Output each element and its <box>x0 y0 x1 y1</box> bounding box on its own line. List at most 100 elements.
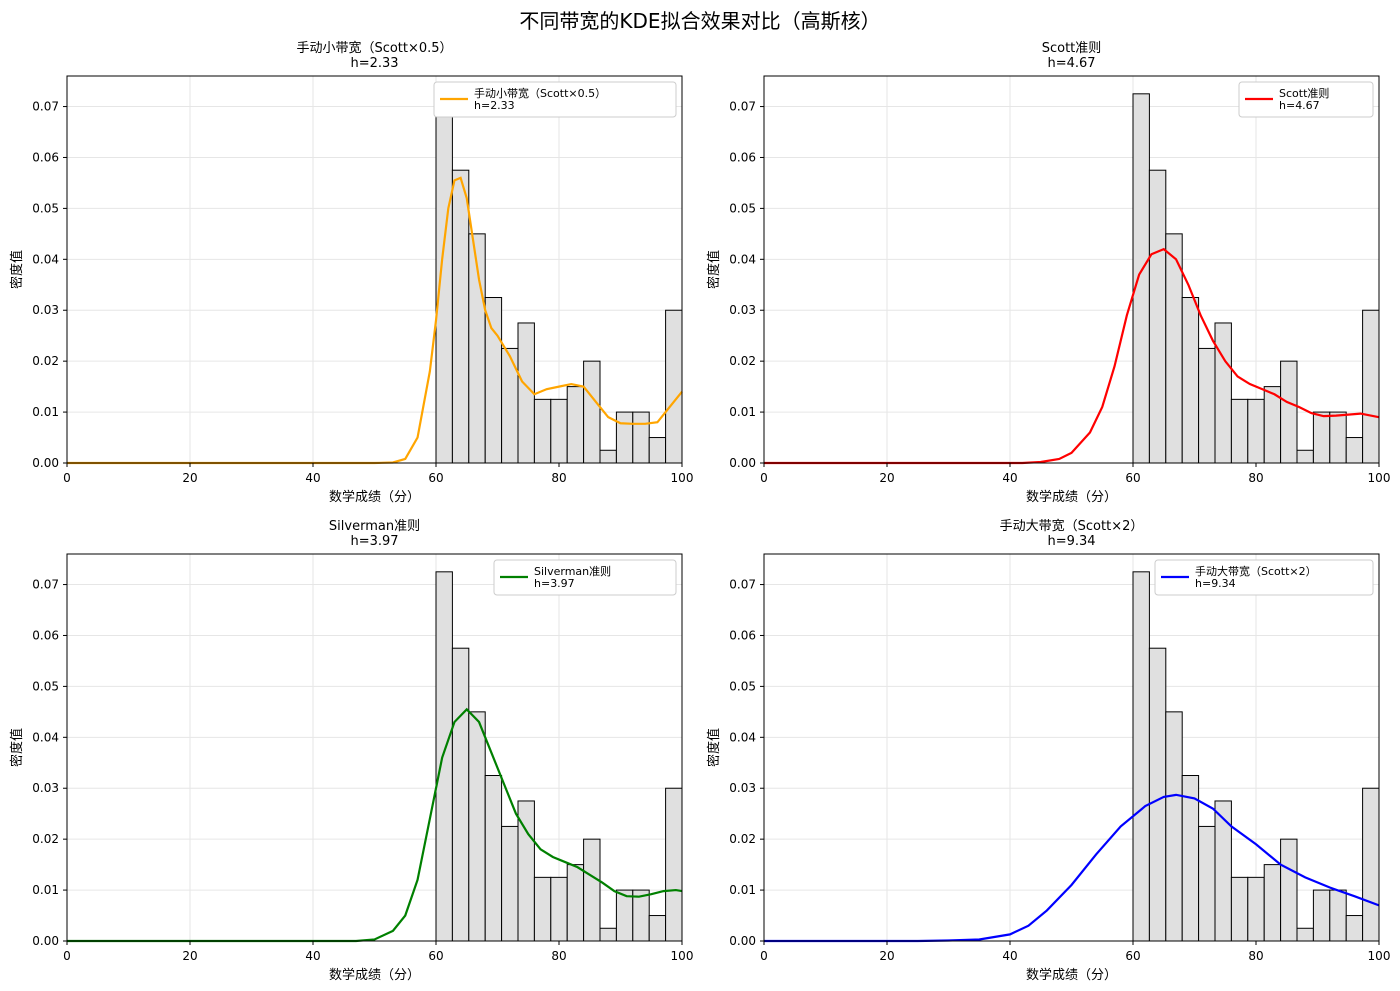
kde-curve <box>67 707 683 943</box>
y-tick-label: 0.00 <box>32 934 59 948</box>
x-tick-label: 0 <box>63 471 71 485</box>
histogram-bar <box>1230 398 1249 464</box>
axes-frame <box>763 75 1380 464</box>
subplot-subtitle: h=3.97 <box>350 534 398 549</box>
x-tick-label: 20 <box>182 949 197 963</box>
x-tick-label: 100 <box>1368 471 1391 485</box>
legend-box <box>1238 81 1374 118</box>
y-tick-label: 0.03 <box>32 303 59 317</box>
histogram-bar <box>1296 449 1314 464</box>
y-tick-label: 0.02 <box>32 354 59 368</box>
histogram-bar <box>435 571 453 942</box>
histogram-bar <box>533 876 552 942</box>
x-tick-label: 20 <box>879 949 894 963</box>
x-tick-label: 0 <box>63 949 71 963</box>
subplot-subtitle: h=4.67 <box>1047 56 1095 71</box>
histogram-bar <box>583 360 601 464</box>
histogram-bar <box>484 297 503 464</box>
legend-sublabel: h=3.97 <box>534 577 575 590</box>
histogram-bar <box>632 889 650 942</box>
x-tick-label: 40 <box>1002 949 1017 963</box>
legend-label: Silverman准则 <box>534 565 611 578</box>
histogram-bar <box>1148 647 1167 942</box>
y-tick-label: 0.02 <box>729 832 756 846</box>
histogram-bar <box>1247 398 1265 464</box>
histogram-bar <box>1329 411 1347 464</box>
y-tick-label: 0.04 <box>729 730 756 744</box>
histogram-bar <box>533 398 552 464</box>
subplot-3: 0 20 40 60 80 100 0.00 0.01 0.02 0.03 0.04 0.05 0.06… <box>9 519 693 983</box>
histogram-bar <box>1329 889 1347 942</box>
histogram-bar <box>615 411 634 464</box>
histogram-bar <box>550 398 568 464</box>
y-tick-label: 0.01 <box>32 405 59 419</box>
y-tick-label: 0.02 <box>32 832 59 846</box>
y-tick-label: 0.01 <box>729 405 756 419</box>
histogram-bar <box>1165 711 1183 942</box>
y-tick-label: 0.03 <box>729 303 756 317</box>
subplot-title: 手动大带宽（Scott×2） <box>1000 518 1144 534</box>
y-tick-label: 0.06 <box>729 628 756 642</box>
y-tick-label: 0.03 <box>729 781 756 795</box>
subplot-title: 手动小带宽（Scott×0.5） <box>296 40 452 56</box>
histogram-bar <box>599 449 617 464</box>
subplot-subtitle: h=2.33 <box>350 56 398 71</box>
axes-frame <box>66 553 683 942</box>
y-tick-label: 0.07 <box>32 100 59 114</box>
histogram-bar <box>435 93 453 464</box>
histogram-bar <box>665 309 683 464</box>
y-tick-label: 0.06 <box>729 150 756 164</box>
legend-label: 手动大带宽（Scott×2） <box>1195 564 1317 578</box>
histogram-bar <box>1230 876 1249 942</box>
histogram-bar <box>1132 571 1150 942</box>
histogram-bar <box>468 711 486 942</box>
histogram-bar <box>484 775 503 942</box>
legend-label: Scott准则 <box>1279 87 1329 100</box>
histogram-bar <box>1247 876 1265 942</box>
x-tick-label: 100 <box>1368 949 1391 963</box>
legend-box <box>433 81 677 118</box>
y-axis-label: 密度值 <box>9 728 25 767</box>
histogram-bar <box>566 864 585 942</box>
histogram-bar <box>566 386 585 464</box>
histogram-bar <box>648 915 667 942</box>
histogram-bar <box>1181 297 1200 464</box>
legend: 手动大带宽（Scott×2）h=9.34 <box>1154 559 1374 596</box>
x-tick-label: 40 <box>1002 471 1017 485</box>
histogram-bar <box>1198 825 1216 942</box>
histogram-bar <box>1198 347 1216 464</box>
y-tick-label: 0.01 <box>729 883 756 897</box>
histogram-bar <box>1345 915 1364 942</box>
y-tick-label: 0.05 <box>32 201 59 215</box>
legend-sublabel: h=2.33 <box>474 99 515 112</box>
x-tick-label: 40 <box>305 471 320 485</box>
x-tick-label: 60 <box>428 949 443 963</box>
x-axis-label: 数学成绩（分） <box>1026 967 1117 983</box>
histogram-bar <box>665 787 683 942</box>
x-tick-label: 60 <box>1125 471 1140 485</box>
x-tick-label: 80 <box>551 471 566 485</box>
subplot-2: 0 20 40 60 80 100 0.00 0.01 0.02 0.03 0.04 0.05 0.06… <box>706 41 1390 505</box>
x-tick-label: 80 <box>1248 949 1263 963</box>
y-axis-label: 密度值 <box>706 250 722 289</box>
x-tick-label: 100 <box>671 471 694 485</box>
histogram-bar <box>583 838 601 942</box>
y-tick-label: 0.07 <box>729 578 756 592</box>
histogram-bar <box>1263 386 1282 464</box>
histogram-bar <box>1280 360 1298 464</box>
y-tick-label: 0.07 <box>32 578 59 592</box>
x-tick-label: 100 <box>671 949 694 963</box>
histogram-bar <box>648 437 667 464</box>
histogram-bar <box>451 169 470 464</box>
histogram-bar <box>1362 787 1380 942</box>
x-tick-label: 60 <box>428 471 443 485</box>
y-tick-label: 0.02 <box>729 354 756 368</box>
axes-frame <box>763 553 1380 942</box>
histogram-bar <box>1312 889 1331 942</box>
histogram-bar <box>1214 322 1232 464</box>
x-tick-label: 80 <box>551 949 566 963</box>
subplot-1: 0 20 40 60 80 100 0.00 0.01 0.02 0.03 0.04 0.05 0.06… <box>9 40 693 505</box>
x-axis-label: 数学成绩（分） <box>1026 489 1117 505</box>
subplot-title: Scott准则 <box>1042 41 1102 56</box>
